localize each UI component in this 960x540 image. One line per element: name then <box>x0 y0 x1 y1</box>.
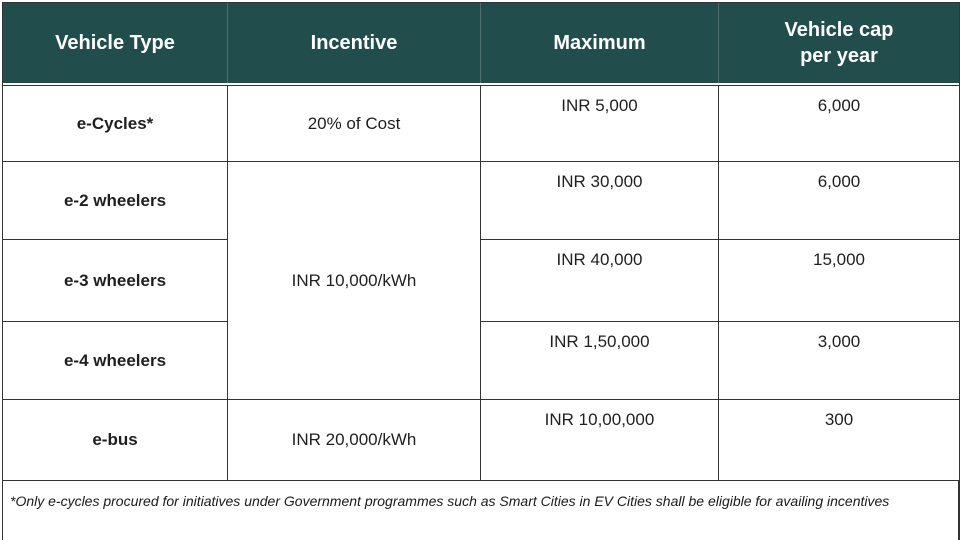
cell-cap-ebus: 300 <box>719 400 959 481</box>
header-cell-incentive: Incentive <box>228 3 481 83</box>
footnote-text: *Only e-cycles procured for initiatives … <box>3 481 959 540</box>
cell-incentive-merged-e2-e3-e4: INR 10,000/kWh <box>228 162 481 400</box>
cell-cap-e4w: 3,000 <box>719 322 959 400</box>
cell-incentive-ebus: INR 20,000/kWh <box>228 400 481 481</box>
header-cell-maximum: Maximum <box>481 3 719 83</box>
cell-maximum-e4w: INR 1,50,000 <box>481 322 719 400</box>
cell-maximum-e2w: INR 30,000 <box>481 162 719 240</box>
cell-vehicle-type-ebus: e-bus <box>3 400 228 481</box>
cell-cap-e2w: 6,000 <box>719 162 959 240</box>
cell-cap-ecycles: 6,000 <box>719 86 959 162</box>
cell-vehicle-type-ecycles: e-Cycles* <box>3 86 228 162</box>
cell-maximum-e3w: INR 40,000 <box>481 240 719 322</box>
cell-incentive-ecycles: 20% of Cost <box>228 86 481 162</box>
header-gap <box>3 83 959 86</box>
cell-maximum-ecycles: INR 5,000 <box>481 86 719 162</box>
cell-vehicle-type-e4w: e-4 wheelers <box>3 322 228 400</box>
cell-vehicle-type-e2w: e-2 wheelers <box>3 162 228 240</box>
header-cell-vehicle-cap: Vehicle cap per year <box>719 3 959 83</box>
header-cell-vehicle-type: Vehicle Type <box>3 3 228 83</box>
cell-maximum-ebus: INR 10,00,000 <box>481 400 719 481</box>
cell-vehicle-type-e3w: e-3 wheelers <box>3 240 228 322</box>
cell-cap-e3w: 15,000 <box>719 240 959 322</box>
